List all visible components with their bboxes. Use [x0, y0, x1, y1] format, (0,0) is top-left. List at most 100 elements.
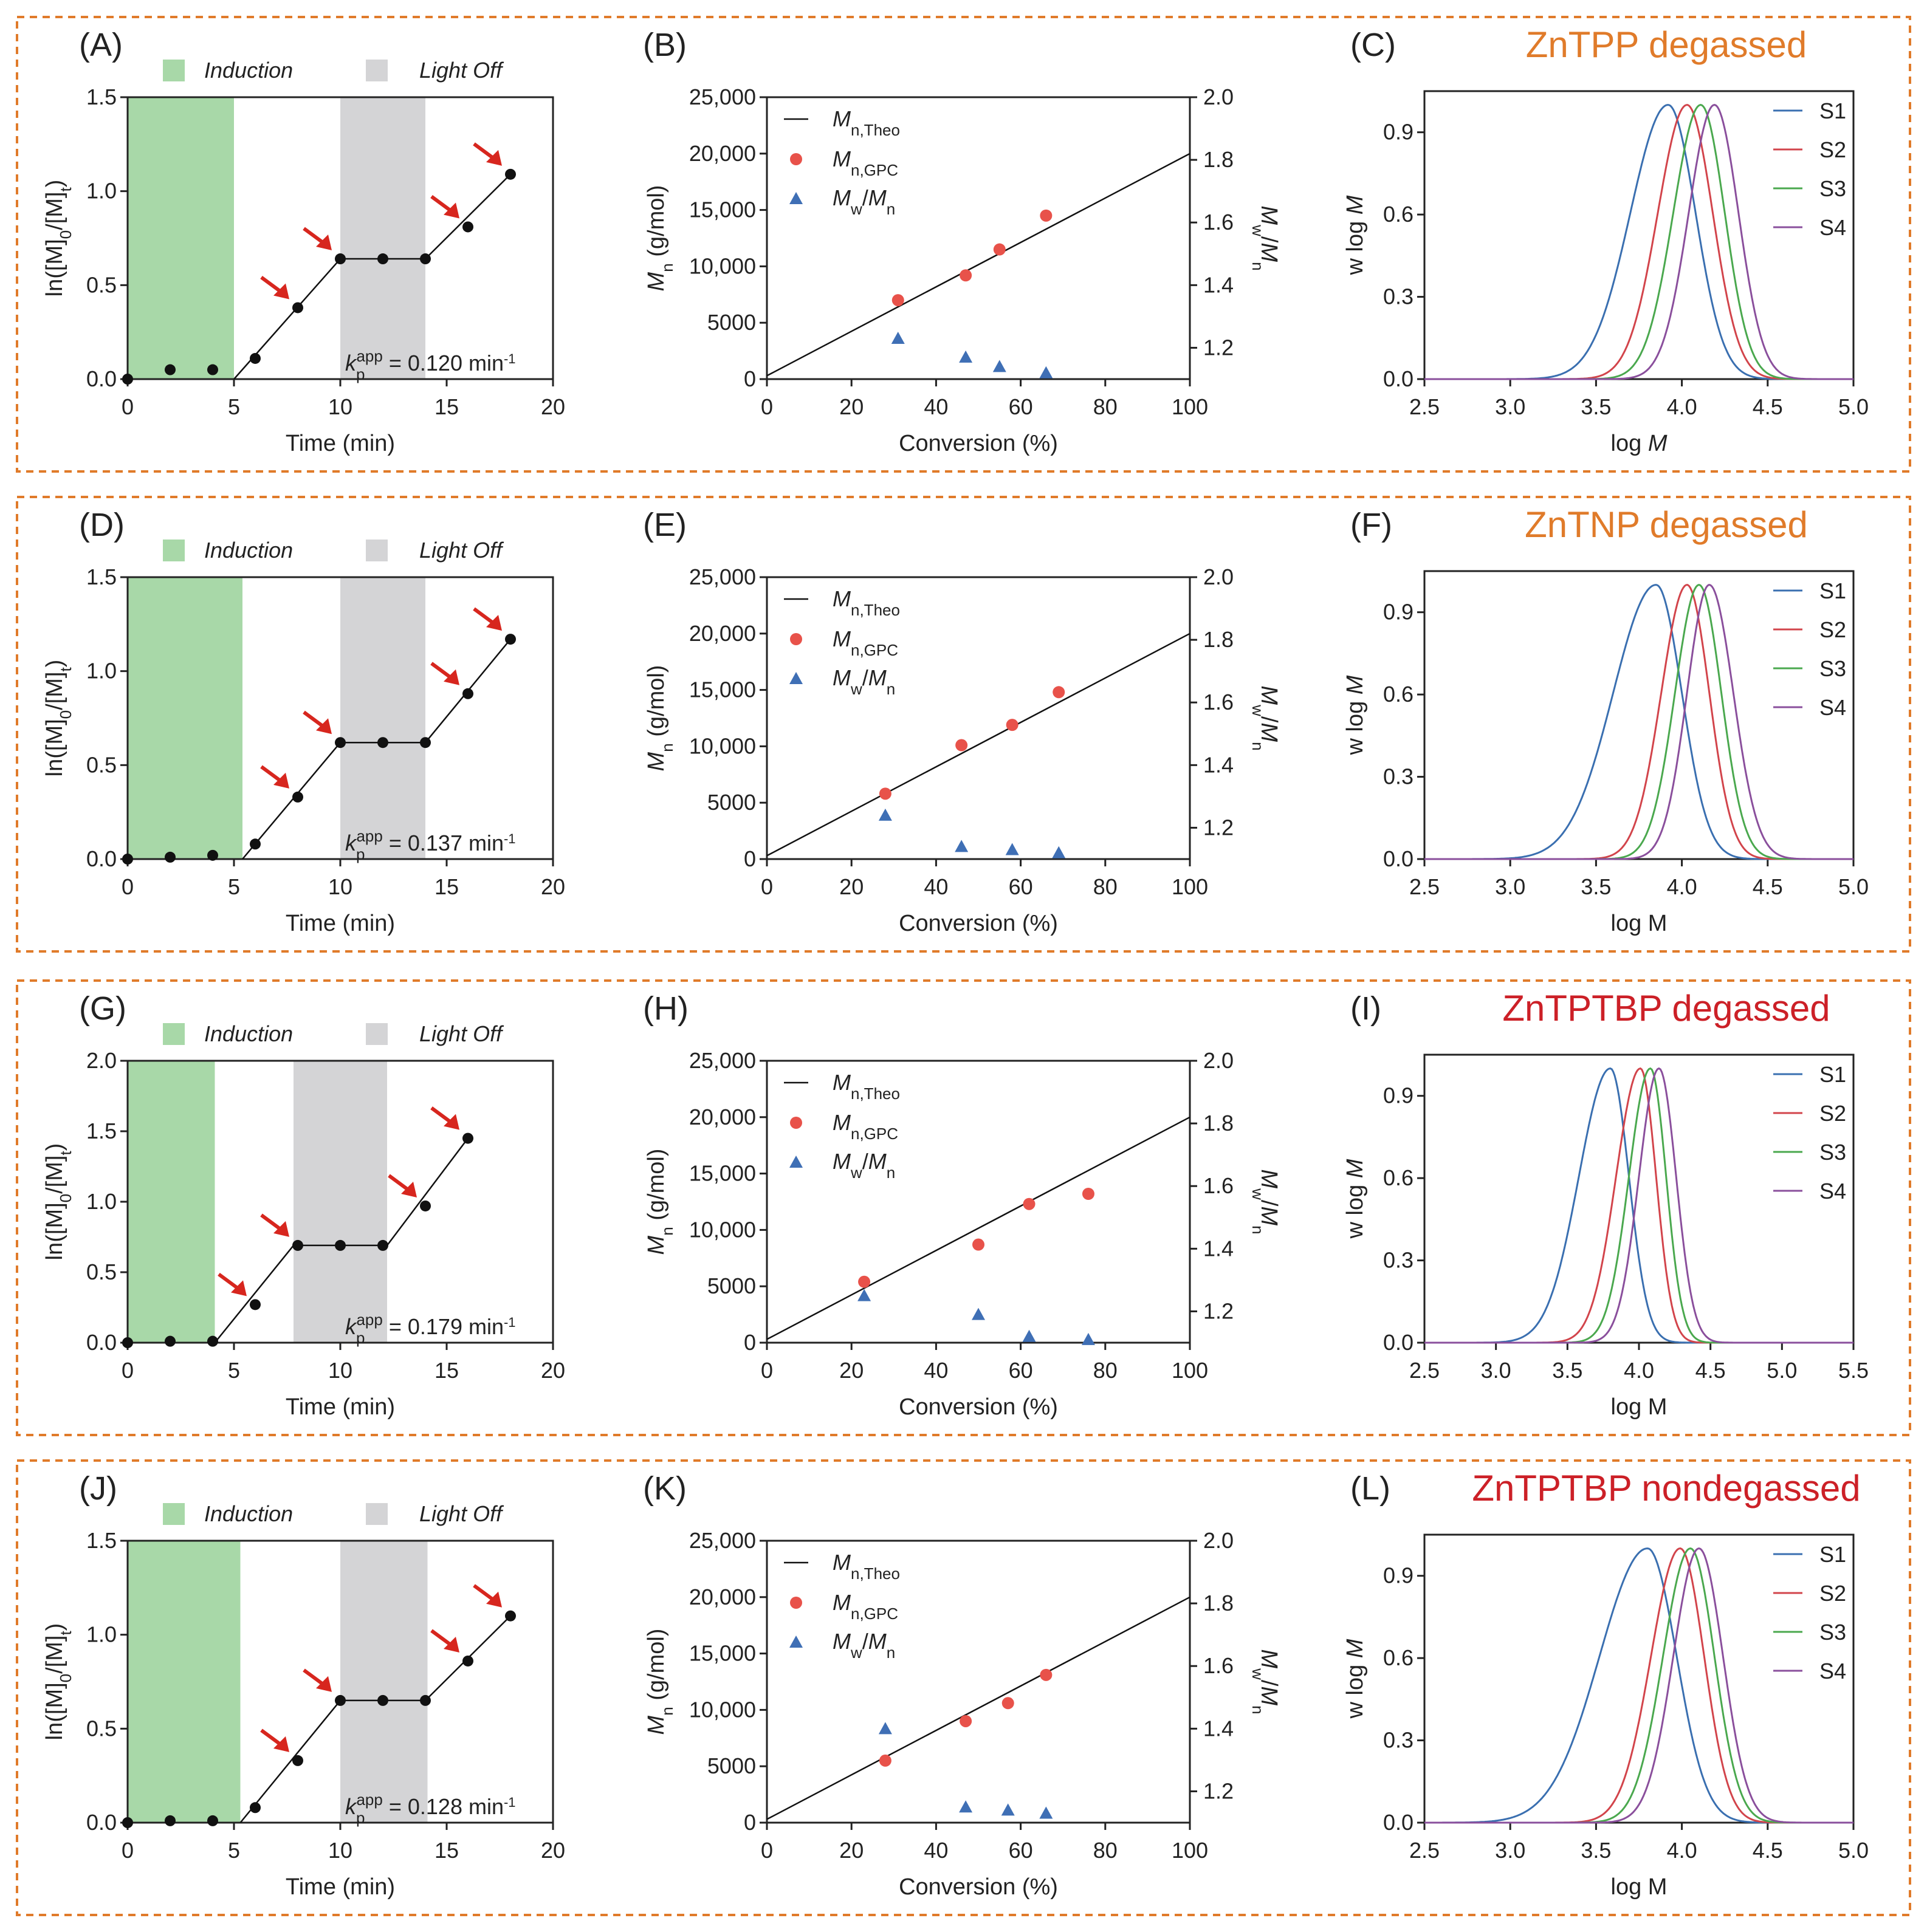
legend-gpc-label: Mn,GPC — [833, 1110, 898, 1143]
legend-label-s2: S2 — [1819, 1581, 1846, 1606]
gpc-curve-s3 — [1424, 1547, 1853, 1824]
data-point — [420, 253, 431, 265]
y2-tick-label: 1.4 — [1203, 752, 1234, 777]
plot-frame — [1423, 90, 1855, 380]
x-tick-label: 40 — [924, 1358, 948, 1383]
dispersity-point — [959, 350, 973, 363]
fit-line — [242, 742, 341, 860]
legend-gpc-label: Mn,GPC — [833, 626, 898, 659]
y-tick-label: 10,000 — [689, 1217, 756, 1242]
x-axis-label: log M — [1611, 1394, 1668, 1420]
y2-tick-label: 1.2 — [1203, 1298, 1234, 1323]
data-point — [462, 1132, 473, 1144]
x-tick-label: 10 — [328, 1358, 352, 1383]
y2-tick-label: 1.4 — [1203, 272, 1234, 297]
legend-label-s2: S2 — [1819, 617, 1846, 642]
y-tick-label: 20,000 — [689, 621, 756, 646]
x-tick-label: 0 — [761, 394, 773, 419]
x-tick-label: 10 — [328, 1838, 352, 1863]
y2-tick-label: 1.2 — [1203, 815, 1234, 840]
arrow-head — [486, 149, 502, 166]
data-point — [462, 221, 473, 233]
y2-axis-label: Mw/Mn — [1249, 685, 1282, 750]
plot-frame — [766, 576, 1191, 860]
x-tick-label: 5 — [228, 1838, 240, 1863]
gpc-curve-s4 — [1424, 1547, 1853, 1824]
x-tick-label: 4.5 — [1753, 874, 1783, 899]
data-point — [505, 634, 516, 645]
gpc-curve-s1 — [1424, 1547, 1853, 1824]
y-tick-label: 0.0 — [86, 1810, 117, 1835]
mn-gpc-point — [955, 739, 968, 752]
x-tick-label: 10 — [328, 394, 352, 419]
x-tick-label: 20 — [541, 874, 565, 899]
legend-induction-label: Induction — [204, 1021, 293, 1046]
x-tick-label: 5.0 — [1838, 874, 1869, 899]
mn-conversion-chart: (H) 0 20 40 60 80 100 0 5000 10,000 15,000 20,000 25… — [643, 990, 1282, 1420]
legend-disp-label: Mw/Mn — [833, 1149, 895, 1182]
y-axis-label: w log M — [1342, 1639, 1368, 1719]
legend-label-s3: S3 — [1819, 176, 1846, 201]
y-tick-label: 1.5 — [86, 84, 117, 109]
y-axis-label: w log M — [1342, 1159, 1368, 1239]
x-tick-label: 15 — [435, 1838, 459, 1863]
x-tick-label: 0 — [122, 1358, 134, 1383]
legend-lightoff-label: Light Off — [419, 1021, 504, 1046]
legend-disp-marker — [789, 672, 803, 684]
data-point — [207, 1335, 218, 1347]
arrow-head — [273, 1221, 289, 1237]
y-tick-label: 15,000 — [689, 1641, 756, 1666]
arrow-head — [486, 615, 502, 631]
y-tick-label: 1.0 — [86, 1622, 117, 1647]
y-tick-label: 1.5 — [86, 564, 117, 589]
arrow-head — [273, 772, 289, 789]
legend-theo-label: Mn,Theo — [833, 106, 900, 139]
panel-label: (I) — [1350, 990, 1381, 1027]
y-tick-label: 25,000 — [689, 1048, 756, 1073]
panel-title: ZnTPTBP degassed — [1502, 988, 1830, 1029]
legend-lightoff-swatch — [366, 540, 388, 561]
y-axis-label: ln([M]0/[M]t) — [42, 1623, 75, 1741]
gpc-trace-chart: (L) ZnTPTBP nondegassed 2.5 3.0 3.5 4.0 4.5 5.0… — [1342, 1468, 1869, 1900]
x-tick-label: 2.5 — [1409, 1838, 1440, 1863]
panel-frame — [16, 16, 1911, 473]
x-tick-label: 60 — [1009, 1358, 1033, 1383]
data-point — [377, 253, 388, 265]
x-tick-label: 20 — [541, 1838, 565, 1863]
panel-label: (F) — [1350, 507, 1392, 543]
x-tick-label: 80 — [1093, 874, 1118, 899]
y-axis-label: Mn (g/mol) — [644, 665, 676, 772]
legend-label-s1: S1 — [1819, 98, 1846, 123]
legend-label-s1: S1 — [1819, 578, 1846, 603]
legend-label-s4: S4 — [1819, 215, 1846, 240]
y2-tick-label: 1.4 — [1203, 1716, 1234, 1741]
y2-tick-label: 2.0 — [1203, 1528, 1234, 1553]
data-point — [250, 838, 261, 850]
rate-constant-label: kpapp = 0.120 min-1 — [345, 347, 516, 383]
y-tick-label: 0.9 — [1383, 1563, 1413, 1588]
y-tick-label: 15,000 — [689, 1161, 756, 1186]
dispersity-point — [1039, 1806, 1053, 1819]
plot-frame — [1423, 570, 1855, 860]
data-point — [207, 364, 218, 375]
mn-conversion-chart: (E) 0 20 40 60 80 100 0 5000 10,000 15,000 20,000 25… — [643, 507, 1282, 936]
x-tick-label: 60 — [1009, 1838, 1033, 1863]
y-tick-label: 25,000 — [689, 84, 756, 109]
legend-label-s4: S4 — [1819, 695, 1846, 720]
dispersity-point — [1081, 1332, 1095, 1345]
legend-lightoff-label: Light Off — [419, 1501, 504, 1526]
data-point — [165, 1335, 176, 1347]
mn-gpc-point — [960, 269, 972, 282]
y-tick-label: 2.0 — [86, 1048, 117, 1073]
x-tick-label: 15 — [435, 1358, 459, 1383]
data-point — [207, 849, 218, 861]
legend-label-s2: S2 — [1819, 137, 1846, 162]
data-point — [505, 1610, 516, 1622]
x-tick-label: 100 — [1172, 1358, 1208, 1383]
x-axis-label: Conversion (%) — [899, 911, 1058, 936]
gpc-curve-s1 — [1424, 584, 1853, 860]
mn-gpc-point — [879, 787, 891, 800]
legend-theo-label: Mn,Theo — [833, 586, 900, 619]
legend-gpc-marker — [790, 1597, 802, 1609]
